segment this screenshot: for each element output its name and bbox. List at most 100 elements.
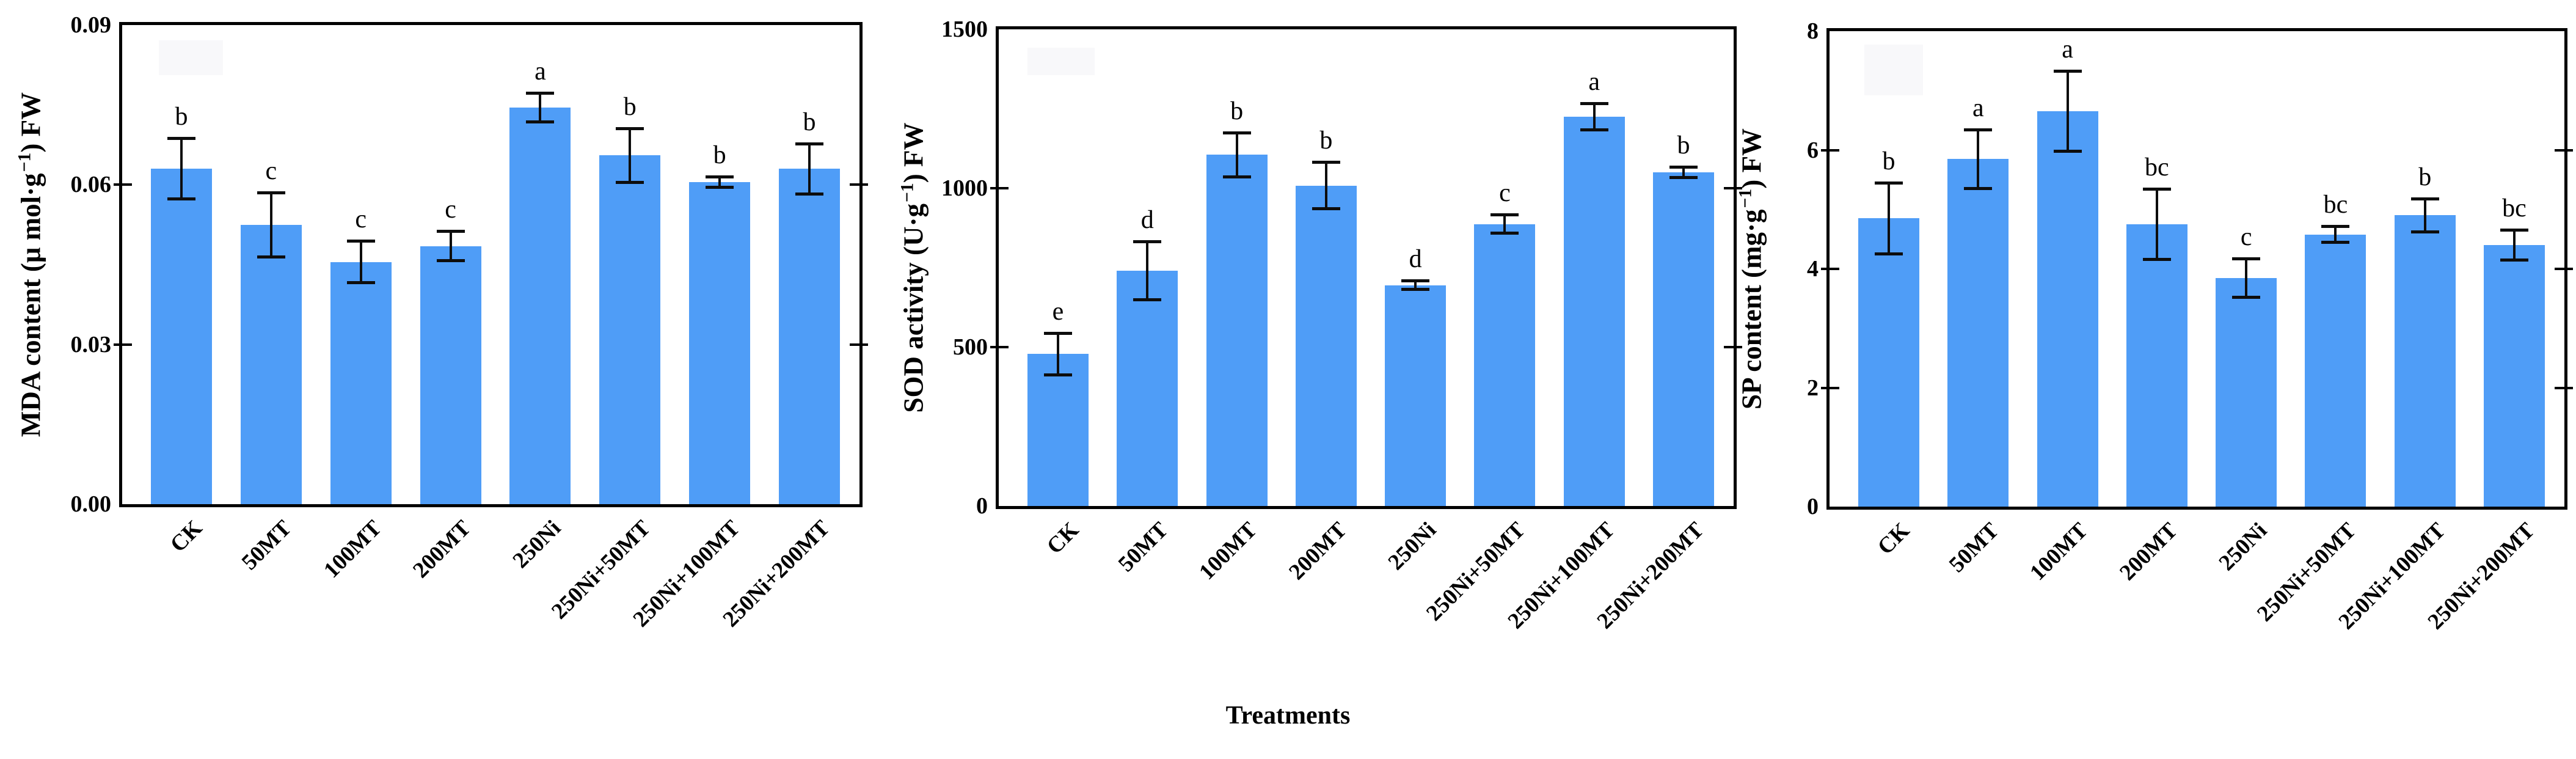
- legend-artifact: [159, 40, 223, 75]
- error-bar: [526, 91, 555, 124]
- error-bar-line: [1503, 213, 1506, 235]
- significance-letter: d: [1140, 206, 1154, 235]
- bar: [420, 246, 481, 504]
- error-bar-line: [1146, 240, 1149, 302]
- error-bar-cap-top: [2321, 225, 2350, 229]
- significance-letter: b: [1319, 127, 1333, 155]
- y-tick-label: 1000: [941, 175, 988, 201]
- error-bar-cap-bottom: [2410, 230, 2439, 233]
- significance-letter: e: [1052, 298, 1064, 326]
- chart-mda-plot: MDA content (μ mol·g−1) FW 0.00 0.03 0.06 0.…: [15, 13, 868, 632]
- significance-letter: b: [803, 108, 816, 136]
- error-bar-cap-bottom: [1875, 252, 1903, 255]
- bar: [599, 155, 661, 504]
- error-bar-cap-bottom: [2232, 295, 2261, 299]
- bar: [689, 182, 751, 504]
- error-bar-line: [2334, 225, 2337, 244]
- y-axis-title: MDA content (μ mol·g−1) FW: [15, 92, 46, 438]
- significance-letter: d: [1409, 244, 1422, 273]
- y-tick-mark-right: [1724, 346, 1742, 348]
- error-bar-cap-bottom: [257, 255, 285, 258]
- y-tick-label: 2: [1807, 375, 1819, 401]
- error-bar-cap-top: [346, 240, 375, 243]
- x-tick-label: 100MT: [318, 515, 387, 583]
- error-bar-cap-top: [2142, 187, 2171, 191]
- bar: [2037, 111, 2098, 507]
- significance-letter: b: [1677, 131, 1690, 160]
- error-bar-line: [808, 142, 811, 196]
- bar: [2484, 245, 2545, 507]
- error-bar-cap-bottom: [346, 281, 375, 285]
- error-bar-cap-top: [2053, 70, 2082, 73]
- error-bar: [2142, 187, 2171, 262]
- error-bar-cap-top: [1875, 182, 1903, 185]
- error-bar-line: [1057, 332, 1059, 376]
- error-bar-line: [359, 240, 362, 285]
- x-tick-label: 250Ni: [2214, 518, 2272, 576]
- y-tick-label: 0.00: [70, 491, 112, 517]
- error-bar-cap-top: [1401, 279, 1430, 282]
- error-bar: [1669, 165, 1698, 180]
- error-bar-cap-top: [257, 191, 285, 194]
- significance-letter: a: [1588, 68, 1600, 97]
- error-bar-line: [1593, 102, 1596, 131]
- error-bar-cap-bottom: [1491, 232, 1519, 235]
- bar: [1385, 285, 1447, 506]
- error-bar: [2232, 257, 2261, 299]
- y-tick-label: 500: [953, 334, 988, 360]
- bar: [1117, 271, 1178, 506]
- x-tick-label: 50MT: [237, 515, 297, 575]
- y-tick-label: 0.06: [70, 172, 112, 198]
- error-bar-cap-top: [2410, 197, 2439, 201]
- y-axis-title: SOD activity (U·g−1) FW: [897, 122, 929, 413]
- bar: [2305, 234, 2366, 507]
- y-tick-label: 4: [1807, 256, 1819, 282]
- y-tick-mark-right: [850, 343, 868, 346]
- significance-letter: bc: [2502, 194, 2527, 222]
- bar: [330, 262, 392, 504]
- legend-artifact: [1864, 45, 1923, 95]
- error-bar-line: [2513, 228, 2516, 262]
- error-bar: [436, 230, 465, 262]
- error-bar-cap-top: [436, 230, 465, 233]
- significance-letter: a: [535, 57, 546, 86]
- y-tick-label: 8: [1807, 18, 1819, 44]
- error-bar-line: [2423, 197, 2426, 233]
- significance-letter: b: [175, 102, 188, 131]
- error-bar-cap-top: [526, 91, 555, 95]
- y-tick-label: 0.03: [70, 331, 112, 358]
- significance-letter: c: [2240, 222, 2252, 251]
- error-bar-cap-bottom: [2142, 258, 2171, 262]
- error-bar-line: [2155, 187, 2158, 262]
- x-tick-label: 50MT: [1113, 517, 1173, 577]
- significance-letter: b: [1882, 147, 1896, 176]
- error-bar: [2321, 225, 2350, 244]
- significance-letter: c: [355, 205, 367, 234]
- error-bar: [1964, 128, 1993, 190]
- error-bar-cap-bottom: [616, 180, 644, 184]
- significance-letter: b: [2418, 163, 2432, 192]
- bar: [1653, 172, 1714, 506]
- y-tick-mark-right: [2555, 268, 2573, 270]
- x-tick-label: 200MT: [408, 515, 476, 583]
- error-bar-cap-bottom: [2053, 150, 2082, 153]
- error-bar: [1401, 279, 1430, 292]
- error-bar-cap-top: [2500, 228, 2528, 232]
- error-bar-cap-bottom: [436, 258, 465, 262]
- error-bar-line: [1324, 161, 1327, 211]
- error-bar-cap-bottom: [1312, 207, 1340, 211]
- significance-letter: b: [713, 141, 726, 169]
- y-tick-label: 0: [1807, 494, 1819, 519]
- error-bar: [257, 191, 285, 258]
- error-bar: [1222, 131, 1251, 178]
- error-bar-cap-top: [1222, 131, 1251, 134]
- error-bar-cap-bottom: [1401, 288, 1430, 292]
- error-bar-cap-top: [2232, 257, 2261, 260]
- x-tick-label: 200MT: [1284, 517, 1352, 585]
- error-bar: [167, 136, 195, 201]
- error-bar-cap-bottom: [2500, 258, 2528, 262]
- error-bar: [2500, 228, 2528, 262]
- significance-letter: c: [445, 196, 456, 224]
- bar: [1295, 185, 1357, 506]
- bar: [2216, 277, 2277, 507]
